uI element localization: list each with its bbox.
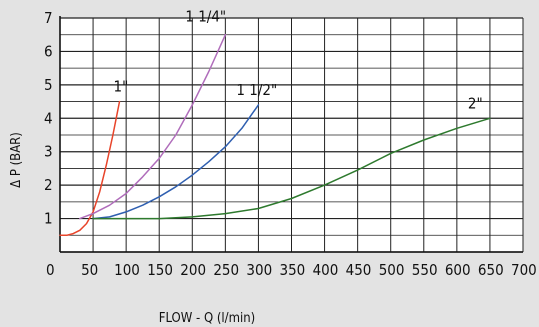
series-line — [92, 104, 260, 220]
series-labels: 1" 1 1/4" 1 1/2" 2" — [114, 8, 483, 113]
x-tick-label: 250 — [213, 261, 239, 279]
y-tick-label: 7 — [44, 9, 53, 27]
y-tick-label: 2 — [44, 176, 53, 194]
series-label: 1" — [114, 78, 129, 96]
x-tick-label: 300 — [246, 261, 272, 279]
x-tick-label: 400 — [313, 261, 339, 279]
y-axis-title: Δ P (BAR) — [9, 132, 24, 188]
x-tick-label: 150 — [147, 261, 173, 279]
x-tick-label: 350 — [280, 261, 306, 279]
series-line — [79, 33, 227, 220]
series-lines — [59, 33, 491, 237]
x-tick-label: 200 — [180, 261, 206, 279]
series-line — [92, 117, 491, 220]
y-tick-label: 5 — [44, 76, 53, 94]
x-tick-label: 50 — [81, 261, 98, 279]
series-label: 2" — [468, 94, 483, 112]
y-tick-label: 6 — [44, 42, 53, 60]
y-tick-label: 4 — [44, 109, 53, 127]
x-tick-label: 600 — [445, 261, 471, 279]
series-label: 1 1/4" — [185, 8, 226, 26]
x-axis-title: FLOW - Q (l/min) — [159, 311, 256, 326]
series-line — [59, 100, 121, 237]
y-tick-label: 1 — [44, 210, 53, 228]
series-label: 1 1/2" — [236, 81, 277, 99]
x-tick-label: 500 — [379, 261, 405, 279]
x-tick-labels: 0 50 100 150 200 250 300 350 400 450 500 550 600 650 7… — [46, 261, 537, 279]
x-tick-label: 450 — [346, 261, 372, 279]
x-tick-label: 100 — [114, 261, 140, 279]
x-tick-label: 650 — [478, 261, 504, 279]
x-tick-label: 700 — [511, 261, 537, 279]
y-tick-labels: 1 2 3 4 5 6 7 — [44, 9, 53, 228]
x-tick-label: 550 — [412, 261, 438, 279]
grid — [59, 16, 524, 253]
y-tick-label: 3 — [44, 143, 53, 161]
x-tick-label: 0 — [46, 261, 55, 279]
